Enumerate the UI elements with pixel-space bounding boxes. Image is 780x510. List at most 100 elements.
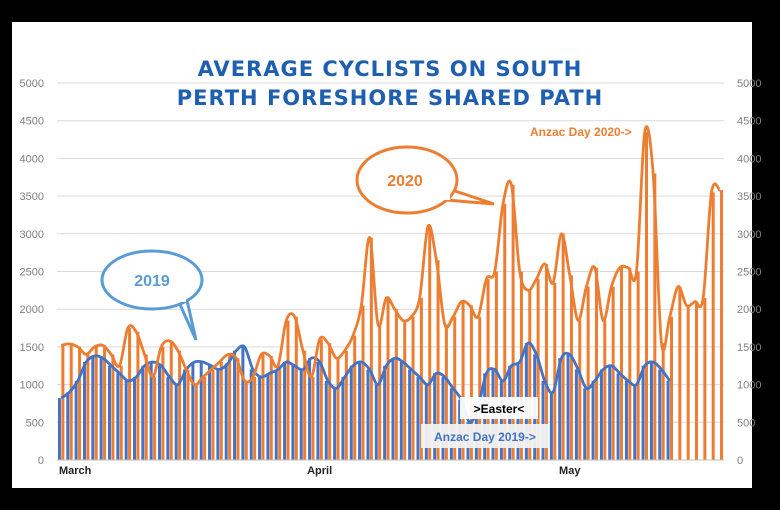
bar-2019	[141, 365, 145, 460]
x-tick-label: May	[559, 465, 581, 477]
bar-2020	[294, 316, 298, 460]
bar-2020	[469, 305, 473, 460]
y-tick-label-left: 0	[38, 455, 44, 467]
y-tick-label-left: 1500	[20, 342, 44, 354]
bar-2020	[386, 297, 390, 460]
bar-2020	[353, 335, 357, 460]
bar-2019	[116, 373, 120, 460]
bar-2019	[124, 380, 128, 460]
bar-2019	[433, 373, 437, 460]
y-tick-label-left: 3000	[20, 229, 44, 241]
bar-2020	[178, 350, 182, 460]
bubble-2019-label: 2019	[134, 273, 170, 290]
bar-2019	[158, 365, 162, 460]
bar-2019	[391, 358, 395, 460]
y-tick-label-right: 4500	[737, 116, 761, 128]
bar-2020	[203, 377, 207, 460]
bar-2019	[233, 350, 237, 460]
bar-2019	[424, 384, 428, 460]
bar-2020	[211, 369, 215, 460]
bar-2019	[649, 361, 653, 460]
bar-2019	[191, 361, 195, 460]
bar-2020	[636, 271, 640, 460]
bar-2020	[670, 316, 674, 460]
bar-2019	[299, 369, 303, 460]
bar-2020	[111, 354, 115, 460]
bar-2019	[616, 373, 620, 460]
y-tick-label-right: 2500	[737, 267, 761, 279]
bar-2020	[261, 354, 265, 460]
bubble-2020-label: 2020	[387, 173, 423, 190]
bar-2019	[208, 365, 212, 460]
bar-2019	[57, 398, 61, 460]
bar-2020	[528, 290, 532, 460]
bar-2019	[341, 377, 345, 460]
bar-2020	[319, 339, 323, 460]
bar-2019	[266, 373, 270, 460]
chart-title-line-2: PERTH FORESHORE SHARED PATH	[177, 86, 603, 110]
bubble-2020: 2020	[355, 145, 495, 215]
bar-2020	[119, 365, 123, 460]
annotation-easter: >Easter<	[460, 397, 538, 419]
bar-2020	[511, 184, 515, 461]
bar-2020	[269, 355, 273, 460]
y-tick-label-left: 2500	[20, 267, 44, 279]
bar-2020	[161, 346, 165, 460]
bar-2019	[133, 377, 137, 460]
bar-2019	[199, 361, 203, 460]
y-axis-left: 0 500 1000 1500 2000 2500 3000 3500 4000 4500 5000	[20, 78, 44, 467]
bar-2020	[711, 192, 715, 460]
bar-2019	[441, 377, 445, 460]
bar-2020	[328, 343, 332, 460]
bar-2020	[678, 286, 682, 460]
series-line-2019	[60, 341, 671, 424]
bubble-2019: 2019	[100, 249, 204, 341]
chart-title-line-1: AVERAGE CYCLISTS ON SOUTH	[198, 57, 583, 81]
bar-2019	[74, 380, 78, 460]
bar-2020	[553, 282, 557, 460]
bar-2019	[183, 369, 187, 460]
bar-2020	[653, 173, 657, 461]
y-tick-label-left: 3500	[20, 191, 44, 203]
bar-2020	[411, 316, 415, 460]
bar-2019	[308, 358, 312, 460]
bar-2020	[594, 267, 598, 460]
bar-2019	[574, 369, 578, 460]
bar-2020	[94, 346, 98, 460]
y-tick-label-left: 5000	[20, 78, 44, 90]
bar-2020	[578, 320, 582, 460]
bar-2020	[303, 350, 307, 460]
bar-2019	[107, 365, 111, 460]
bar-2020	[361, 305, 365, 460]
bar-2020	[703, 297, 707, 460]
y-tick-label-right: 0	[737, 455, 743, 467]
bar-2020	[153, 377, 157, 460]
y-tick-label-right: 500	[737, 417, 755, 429]
bar-2019	[374, 384, 378, 460]
bar-2020	[503, 203, 507, 460]
bar-2020	[661, 343, 665, 460]
bar-2020	[444, 324, 448, 460]
bar-2020	[644, 132, 648, 460]
bar-2019	[274, 369, 278, 460]
bar-2020	[536, 279, 540, 460]
bar-2019	[541, 380, 545, 460]
bar-2020	[436, 260, 440, 460]
bar-2020	[461, 301, 465, 460]
bar-2020	[311, 377, 315, 460]
bar-2020	[103, 345, 107, 460]
bar-2019	[599, 369, 603, 460]
bar-2020	[244, 380, 248, 460]
bar-2019	[241, 346, 245, 460]
bar-2019	[324, 380, 328, 460]
bar-2020	[344, 350, 348, 460]
bar-2019	[174, 384, 178, 460]
bar-2019	[583, 388, 587, 460]
bar-2019	[66, 392, 70, 460]
bar-2020	[286, 320, 290, 460]
series-line-2020	[60, 125, 722, 387]
y-tick-label-right: 3000	[737, 229, 761, 241]
bar-2020	[695, 301, 699, 460]
annotation-anzac-2019-label: Anzac Day 2019->	[434, 430, 536, 444]
y-tick-label-right: 3500	[737, 191, 761, 203]
